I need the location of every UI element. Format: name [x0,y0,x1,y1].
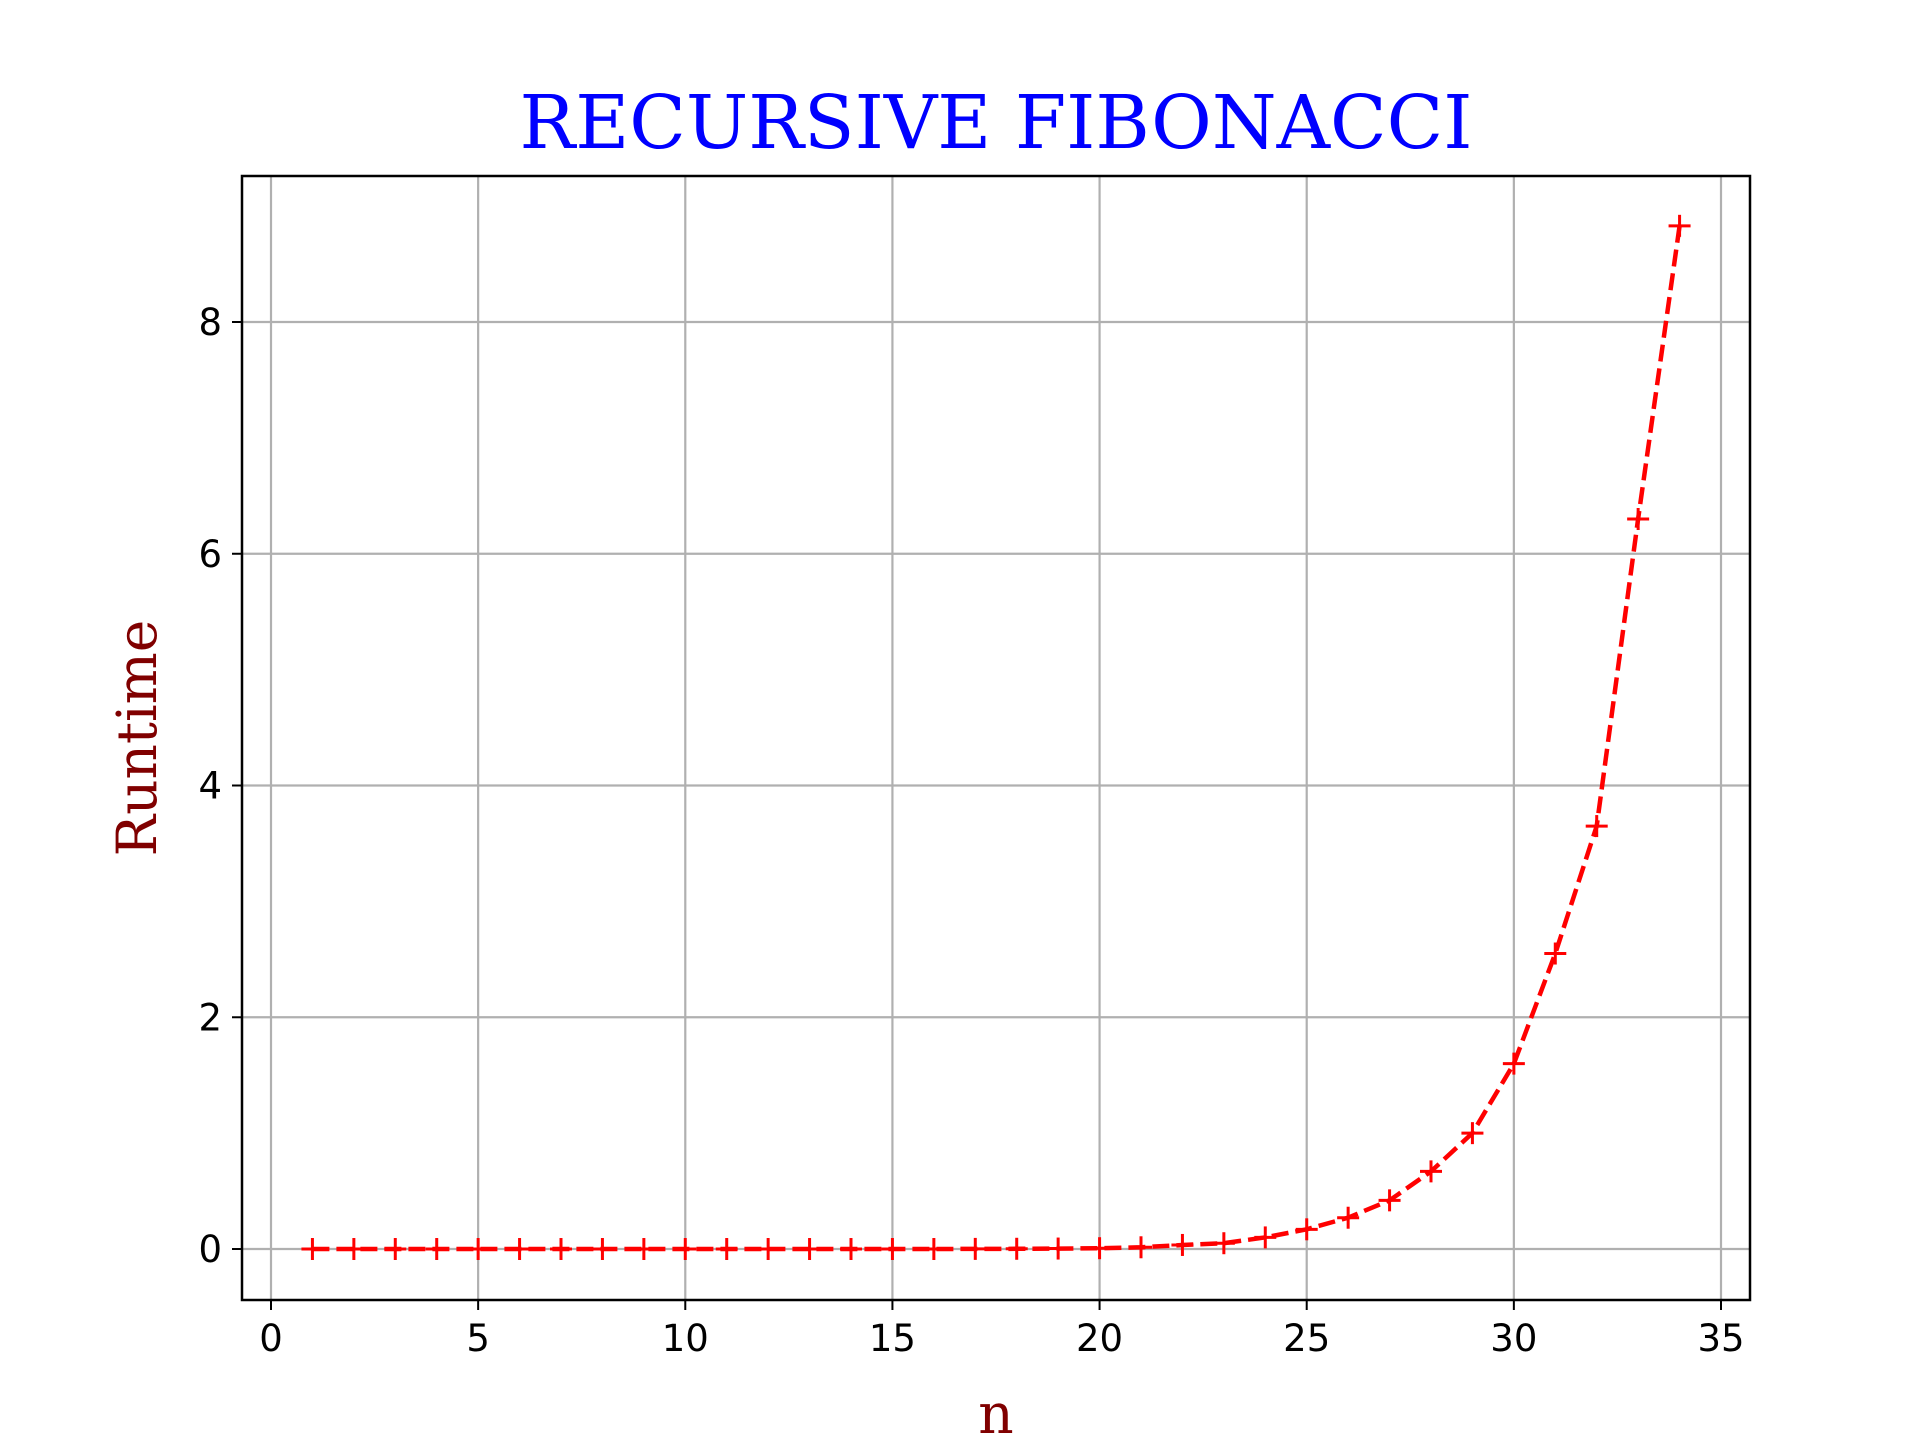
data-point [425,1238,448,1261]
y-tick-label: 4 [198,765,222,808]
data-point [467,1238,490,1261]
data-point [1668,214,1691,237]
data-point [1585,815,1608,838]
data-point [632,1238,655,1261]
data-point [715,1238,738,1261]
data-point [1088,1237,1111,1260]
data-point [1378,1189,1401,1212]
grid [242,176,1750,1300]
data-point [1005,1237,1028,1260]
data-point [550,1238,572,1261]
data-point [1047,1237,1070,1260]
data-point [1254,1226,1277,1249]
plot-frame [240,174,1752,1302]
data-point [384,1238,407,1261]
x-tick-label: 15 [869,1317,916,1360]
data-point [1627,507,1650,530]
data-point [1130,1236,1152,1259]
y-tick-label: 2 [198,996,222,1039]
tick-layer: 0 5 10 15 20 25 30 35 0 2 4 6 8 [198,301,1744,1360]
y-tick-label: 8 [198,301,222,344]
x-axis-label: n [978,1382,1013,1440]
data-point [964,1237,987,1260]
data-point [508,1238,531,1261]
data-point [1420,1160,1442,1183]
series-line [312,225,1682,1252]
data-point [1502,1052,1525,1075]
x-tick-label: 30 [1490,1317,1537,1360]
x-tick-label: 0 [259,1317,283,1360]
data-point [881,1238,904,1261]
x-tick-label: 20 [1076,1317,1123,1360]
data-point [1171,1233,1194,1256]
data-point [591,1238,614,1261]
data-point [757,1238,780,1261]
x-tick-label: 10 [662,1317,709,1360]
data-point [1212,1232,1235,1255]
chart-title: RECURSIVE FIBONACCI [519,80,1472,166]
y-tick-label: 6 [198,533,222,576]
x-tick-label: 5 [466,1317,490,1360]
data-point [1337,1206,1360,1229]
data-point [840,1238,862,1261]
x-tick-label: 25 [1283,1317,1330,1360]
data-point [1295,1218,1318,1241]
data-point [1544,942,1567,965]
series-layer [301,214,1691,1261]
y-tick-label: 0 [198,1228,222,1271]
data-point [798,1238,821,1261]
data-point [922,1238,945,1261]
data-point [674,1238,697,1261]
x-tick-label: 35 [1697,1317,1744,1360]
data-point [301,1238,324,1261]
data-point [342,1238,365,1261]
y-axis-label: Runtime [105,620,169,857]
data-point [1461,1122,1484,1145]
